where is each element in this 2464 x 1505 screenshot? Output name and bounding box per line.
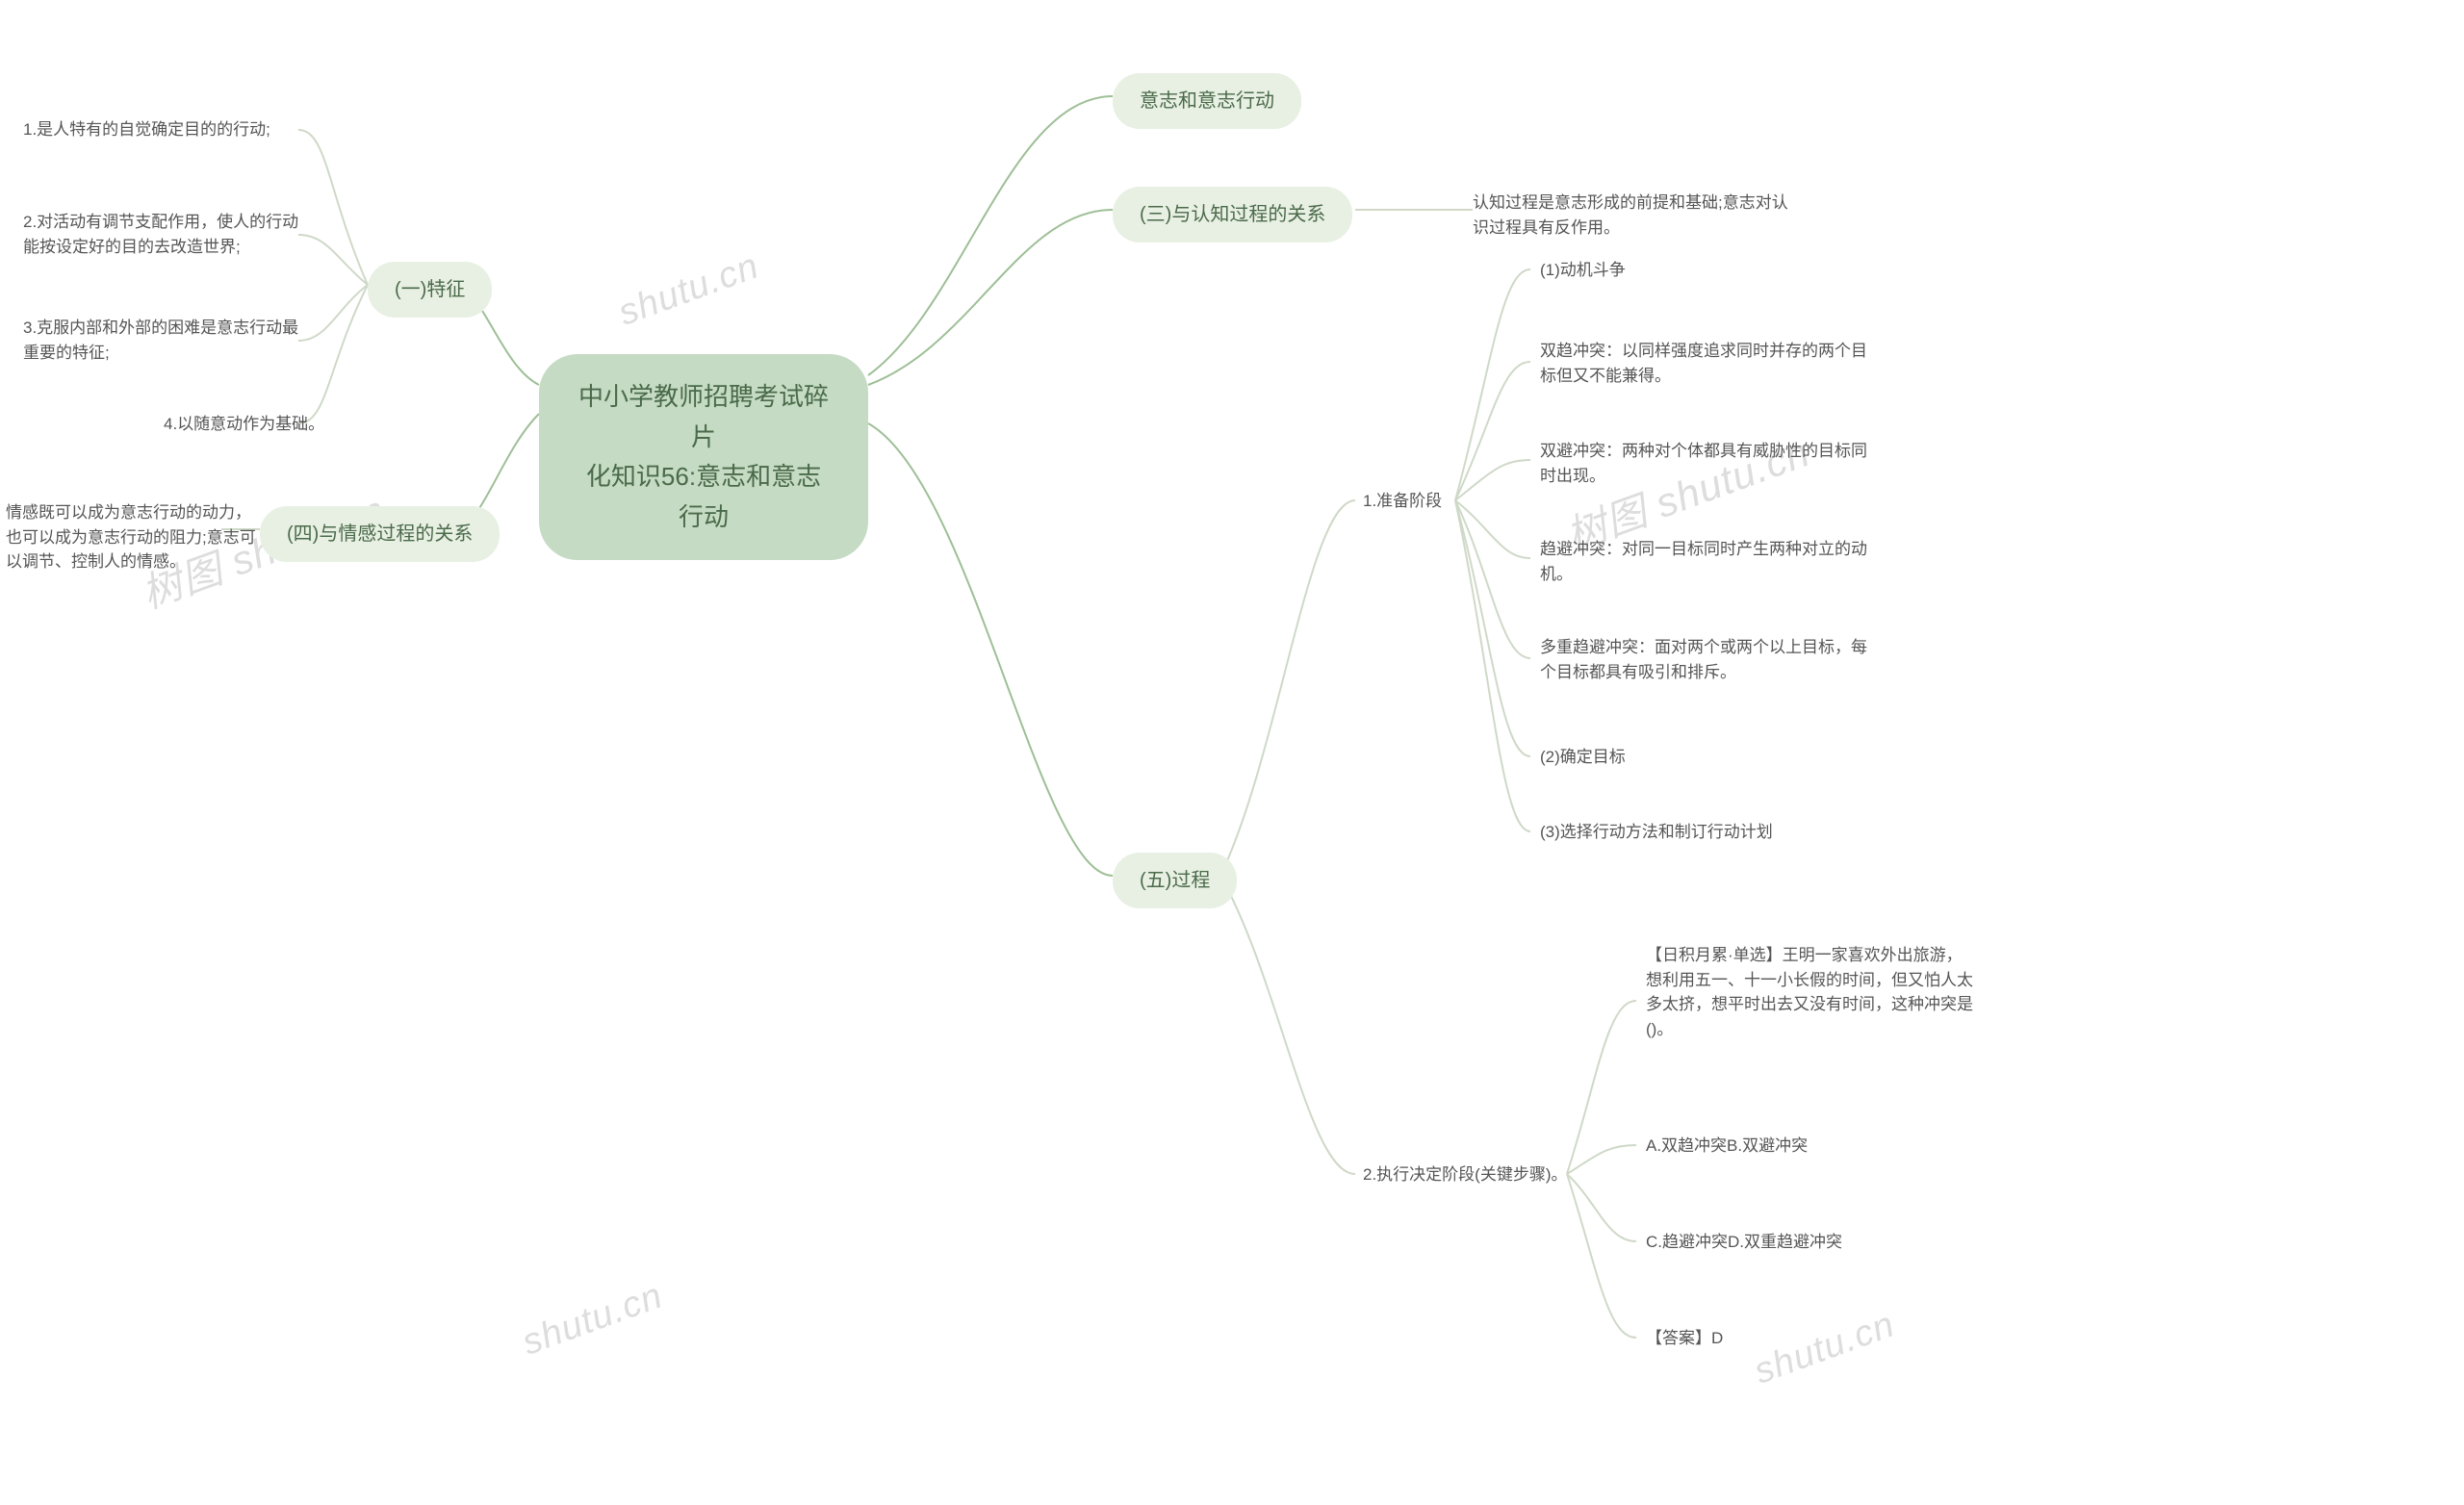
sub-prepare: 1.准备阶段 — [1363, 489, 1442, 514]
leaf-feat-1: 1.是人特有的自觉确定目的的行动; — [23, 117, 270, 142]
leaf-c1-4: 趋避冲突：对同一目标同时产生两种对立的动机。 — [1540, 537, 1867, 586]
leaf-c1-5: 多重趋避冲突：面对两个或两个以上目标，每个目标都具有吸引和排斥。 — [1540, 635, 1867, 684]
root-line1: 中小学教师招聘考试碎片 — [574, 377, 834, 457]
sub-execute: 2.执行决定阶段(关键步骤)。 — [1363, 1162, 1568, 1187]
branch-emotion: (四)与情感过程的关系 — [260, 506, 500, 562]
leaf-feat-4: 4.以随意动作为基础。 — [164, 412, 324, 437]
leaf-feat-2: 2.对活动有调节支配作用，使人的行动能按设定好的目的去改造世界; — [23, 210, 302, 259]
branch-process: (五)过程 — [1113, 853, 1237, 908]
watermark: shutu.cn — [517, 1275, 668, 1364]
leaf-cognition: 认知过程是意志形成的前提和基础;意志对认识过程具有反作用。 — [1473, 191, 1800, 240]
branch-cognition: (三)与认知过程的关系 — [1113, 187, 1352, 242]
leaf-feat-3: 3.克服内部和外部的困难是意志行动最重要的特征; — [23, 316, 302, 365]
leaf-c1-7: (3)选择行动方法和制订行动计划 — [1540, 820, 1773, 845]
root-line2: 化知识56:意志和意志行动 — [574, 457, 834, 537]
leaf-c1-2: 双趋冲突：以同样强度追求同时并存的两个目标但又不能兼得。 — [1540, 339, 1867, 388]
leaf-c1-1: (1)动机斗争 — [1540, 258, 1626, 283]
leaf-c1-6: (2)确定目标 — [1540, 745, 1626, 770]
watermark: shutu.cn — [1749, 1304, 1900, 1392]
leaf-c1-3: 双避冲突：两种对个体都具有威胁性的目标同时出现。 — [1540, 439, 1867, 488]
leaf-emotion: 情感既可以成为意志行动的动力，也可以成为意志行动的阻力;意志可以调节、控制人的情… — [6, 500, 256, 574]
leaf-c2-3: C.趋避冲突D.双重趋避冲突 — [1646, 1230, 1842, 1255]
root-node: 中小学教师招聘考试碎片 化知识56:意志和意志行动 — [539, 354, 868, 560]
watermark: shutu.cn — [613, 245, 764, 334]
branch-will-action: 意志和意志行动 — [1113, 73, 1301, 129]
leaf-c2-2: A.双趋冲突B.双避冲突 — [1646, 1134, 1808, 1159]
leaf-c2-1: 【日积月累·单选】王明一家喜欢外出旅游，想利用五一、十一小长假的时间，但又怕人太… — [1646, 943, 1973, 1041]
leaf-c2-4: 【答案】D — [1646, 1326, 1723, 1351]
branch-features: (一)特征 — [368, 262, 492, 318]
